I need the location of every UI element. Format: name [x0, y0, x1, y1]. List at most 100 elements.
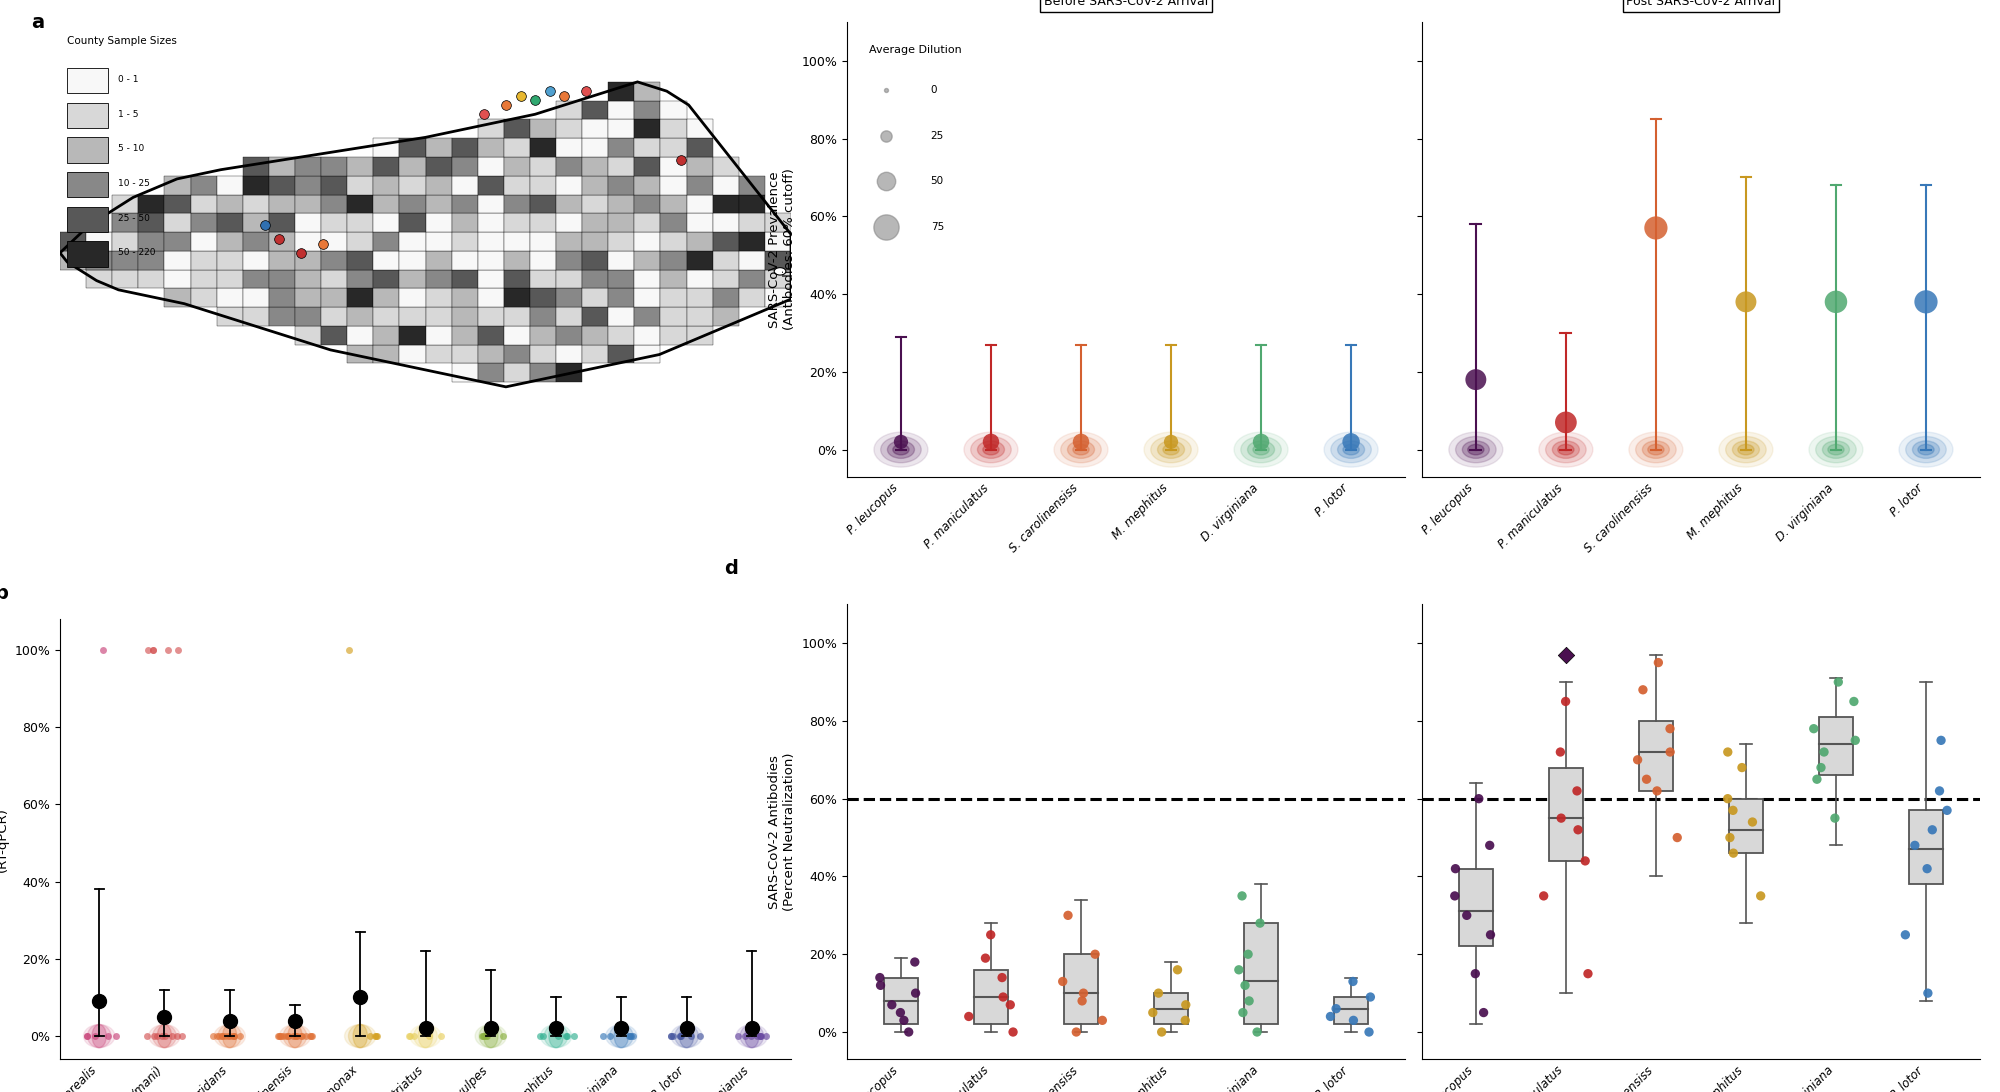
Point — [1808, 744, 1840, 761]
Bar — [660, 157, 686, 176]
Point — [892, 110, 924, 128]
Ellipse shape — [148, 1024, 180, 1047]
Point — [970, 949, 1002, 966]
Bar — [164, 233, 190, 251]
Text: Average Dilution: Average Dilution — [870, 45, 962, 55]
Bar — [452, 194, 478, 213]
Bar — [348, 213, 374, 233]
Bar — [138, 251, 164, 270]
Bar — [68, 206, 108, 233]
Bar — [452, 307, 478, 325]
Bar — [556, 345, 582, 364]
Point — [1086, 1011, 1118, 1029]
Point — [1450, 906, 1482, 924]
Bar — [426, 270, 452, 288]
Bar — [322, 157, 348, 176]
Text: a: a — [30, 13, 44, 32]
Bar — [426, 325, 452, 345]
Bar — [400, 345, 426, 364]
Point — [1246, 434, 1278, 451]
Ellipse shape — [1808, 432, 1862, 467]
Bar — [138, 233, 164, 251]
Bar — [660, 119, 686, 139]
Bar — [400, 251, 426, 270]
Bar — [164, 270, 190, 288]
Bar — [1244, 923, 1278, 1024]
Bar — [686, 194, 712, 213]
Ellipse shape — [970, 437, 1012, 463]
Bar — [1548, 768, 1582, 860]
Text: Before SARS-CoV-2 Arrival: Before SARS-CoV-2 Arrival — [1044, 0, 1208, 8]
Bar — [582, 139, 608, 157]
Bar — [582, 100, 608, 119]
Ellipse shape — [1546, 437, 1586, 463]
Point — [1640, 219, 1672, 237]
Bar — [164, 288, 190, 307]
Bar — [712, 251, 738, 270]
Ellipse shape — [892, 444, 910, 455]
Bar — [452, 157, 478, 176]
Bar — [268, 307, 294, 325]
Bar — [634, 213, 660, 233]
Bar — [452, 345, 478, 364]
Bar — [216, 233, 242, 251]
Point — [1136, 1004, 1168, 1021]
Ellipse shape — [152, 1024, 176, 1047]
Bar — [660, 233, 686, 251]
Bar — [478, 345, 504, 364]
Bar — [294, 288, 322, 307]
Bar — [582, 176, 608, 194]
Point — [1712, 744, 1744, 761]
Point — [884, 1004, 916, 1021]
Point — [1550, 646, 1582, 664]
Bar — [608, 251, 634, 270]
Point — [1642, 654, 1674, 672]
Bar — [634, 325, 660, 345]
Bar — [738, 288, 764, 307]
Point — [1804, 759, 1836, 776]
Bar — [634, 100, 660, 119]
Bar — [608, 176, 634, 194]
Bar — [322, 176, 348, 194]
Bar — [608, 194, 634, 213]
Ellipse shape — [744, 1024, 760, 1047]
Bar — [686, 325, 712, 345]
Ellipse shape — [740, 1024, 764, 1047]
Bar — [634, 270, 660, 288]
Ellipse shape — [964, 432, 1018, 467]
Bar — [348, 270, 374, 288]
Bar — [374, 270, 400, 288]
Bar — [686, 233, 712, 251]
Bar — [764, 213, 792, 233]
Bar — [608, 270, 634, 288]
Bar — [400, 270, 426, 288]
Bar — [608, 157, 634, 176]
Point — [1712, 790, 1744, 807]
Bar — [738, 194, 764, 213]
Bar — [884, 977, 918, 1024]
Text: 5 - 10: 5 - 10 — [118, 144, 144, 153]
Point — [1066, 993, 1098, 1010]
Point — [888, 1011, 920, 1029]
Point — [1550, 692, 1582, 710]
Bar — [322, 194, 348, 213]
Bar — [294, 251, 322, 270]
Bar — [452, 288, 478, 307]
Bar — [216, 194, 242, 213]
Point — [1726, 759, 1758, 776]
Point — [892, 227, 924, 245]
Bar — [712, 233, 738, 251]
Point — [1462, 790, 1494, 807]
Ellipse shape — [1462, 441, 1490, 459]
Bar — [348, 288, 374, 307]
Point — [1744, 887, 1776, 904]
Point — [1226, 887, 1258, 904]
Bar — [400, 307, 426, 325]
Bar — [478, 194, 504, 213]
Ellipse shape — [1726, 437, 1766, 463]
Point — [1544, 744, 1576, 761]
Bar — [400, 194, 426, 213]
Bar — [504, 288, 530, 307]
Text: 50: 50 — [930, 176, 944, 186]
Bar — [242, 288, 268, 307]
